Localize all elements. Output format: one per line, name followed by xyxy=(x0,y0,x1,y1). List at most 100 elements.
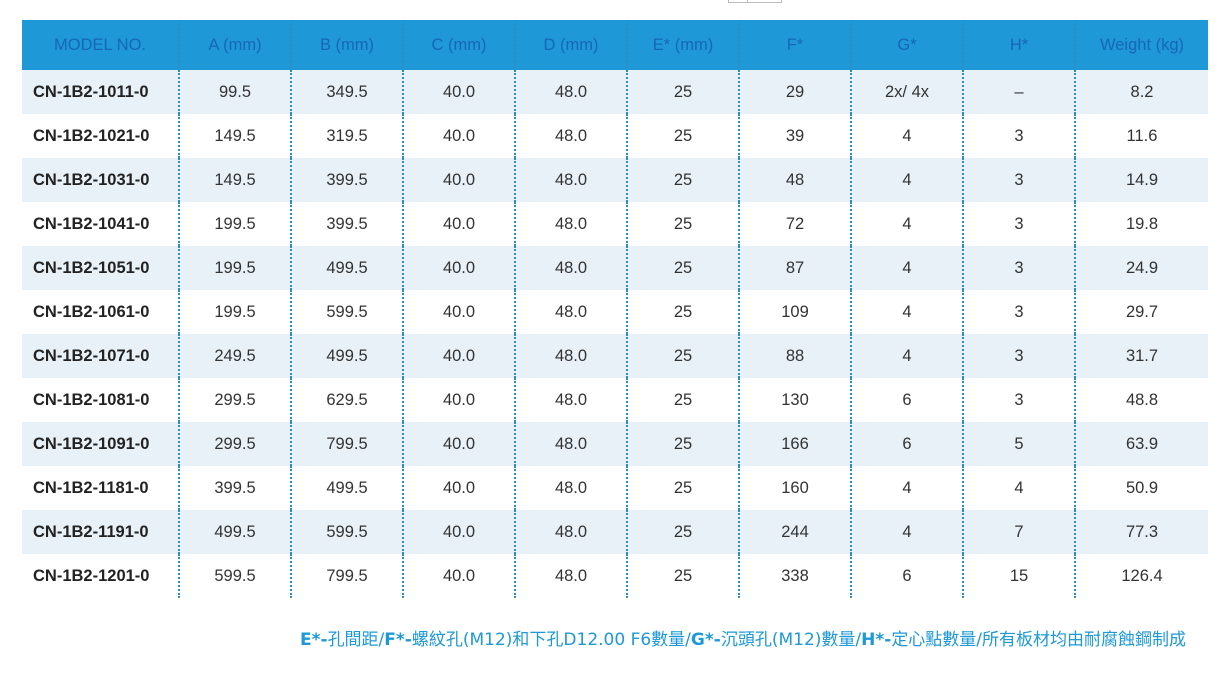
spec-table: MODEL NO. A (mm) B (mm) C (mm) D (mm) E* (mm)… xyxy=(22,20,1208,598)
value-cell: 40.0 xyxy=(402,378,515,422)
value-cell: 599.5 xyxy=(290,290,403,334)
value-cell: 4 xyxy=(850,246,963,290)
value-cell: 3 xyxy=(962,114,1075,158)
value-cell: 87 xyxy=(738,246,851,290)
model-cell: CN-1B2-1091-0 xyxy=(22,422,179,466)
value-cell: 31.7 xyxy=(1074,334,1208,378)
value-cell: 499.5 xyxy=(178,510,291,554)
value-cell: 11.6 xyxy=(1074,114,1208,158)
value-cell: 25 xyxy=(626,70,739,114)
table-row: CN-1B2-1011-0 99.5 349.5 40.0 48.0 25 29 2x/ 4x… xyxy=(22,70,1208,114)
value-cell: 4 xyxy=(850,290,963,334)
table-row: CN-1B2-1071-0 249.5 499.5 40.0 48.0 25 88 4 3 31.… xyxy=(22,334,1208,378)
value-cell: 299.5 xyxy=(178,422,291,466)
value-cell: 4 xyxy=(850,466,963,510)
value-cell: 25 xyxy=(626,290,739,334)
value-cell: 48.0 xyxy=(514,158,627,202)
value-cell: 48.0 xyxy=(514,422,627,466)
value-cell: 6 xyxy=(850,378,963,422)
column-header: D (mm) xyxy=(514,20,627,70)
value-cell: 3 xyxy=(962,202,1075,246)
value-cell: – xyxy=(962,70,1075,114)
value-cell: 48.0 xyxy=(514,290,627,334)
value-cell: 5 xyxy=(962,422,1075,466)
value-cell: 72 xyxy=(738,202,851,246)
value-cell: 99.5 xyxy=(178,70,291,114)
value-cell: 77.3 xyxy=(1074,510,1208,554)
column-header: Weight (kg) xyxy=(1074,20,1208,70)
value-cell: 50.9 xyxy=(1074,466,1208,510)
table-row: CN-1B2-1191-0 499.5 599.5 40.0 48.0 25 244 4 7 77… xyxy=(22,510,1208,554)
value-cell: 48.0 xyxy=(514,378,627,422)
value-cell: 149.5 xyxy=(178,158,291,202)
table-row: CN-1B2-1031-0 149.5 399.5 40.0 48.0 25 48 4 3 14.… xyxy=(22,158,1208,202)
value-cell: 48.0 xyxy=(514,70,627,114)
column-header: C (mm) xyxy=(402,20,515,70)
value-cell: 40.0 xyxy=(402,158,515,202)
footnote-key: G*- xyxy=(690,630,721,650)
value-cell: 4 xyxy=(850,334,963,378)
table-row: CN-1B2-1091-0 299.5 799.5 40.0 48.0 25 166 6 5 63… xyxy=(22,422,1208,466)
value-cell: 40.0 xyxy=(402,422,515,466)
value-cell: 24.9 xyxy=(1074,246,1208,290)
value-cell: 25 xyxy=(626,158,739,202)
value-cell: 25 xyxy=(626,246,739,290)
table-row: CN-1B2-1081-0 299.5 629.5 40.0 48.0 25 130 6 3 48… xyxy=(22,378,1208,422)
value-cell: 25 xyxy=(626,554,739,598)
value-cell: 48.0 xyxy=(514,554,627,598)
value-cell: 29 xyxy=(738,70,851,114)
value-cell: 40.0 xyxy=(402,334,515,378)
table-row: CN-1B2-1041-0 199.5 399.5 40.0 48.0 25 72 4 3 19.… xyxy=(22,202,1208,246)
footnote-text: 定心點數量/所有板材均由耐腐蝕鋼制成 xyxy=(891,630,1187,650)
table-row: CN-1B2-1061-0 199.5 599.5 40.0 48.0 25 109 4 3 29… xyxy=(22,290,1208,334)
value-cell: 499.5 xyxy=(290,334,403,378)
value-cell: 2x/ 4x xyxy=(850,70,963,114)
value-cell: 48.8 xyxy=(1074,378,1208,422)
value-cell: 48.0 xyxy=(514,510,627,554)
model-cell: CN-1B2-1011-0 xyxy=(22,70,179,114)
table-row: CN-1B2-1021-0 149.5 319.5 40.0 48.0 25 39 4 3 11.… xyxy=(22,114,1208,158)
footnote-text: 孔間距/ xyxy=(327,630,385,650)
value-cell: 199.5 xyxy=(178,246,291,290)
value-cell: 15 xyxy=(962,554,1075,598)
value-cell: 499.5 xyxy=(290,466,403,510)
value-cell: 126.4 xyxy=(1074,554,1208,598)
value-cell: 599.5 xyxy=(290,510,403,554)
column-header: F* xyxy=(738,20,851,70)
column-header: H* xyxy=(962,20,1075,70)
model-cell: CN-1B2-1031-0 xyxy=(22,158,179,202)
value-cell: 249.5 xyxy=(178,334,291,378)
value-cell: 299.5 xyxy=(178,378,291,422)
footnote-key: H*- xyxy=(861,630,892,650)
value-cell: 25 xyxy=(626,202,739,246)
value-cell: 399.5 xyxy=(290,202,403,246)
column-header: G* xyxy=(850,20,963,70)
column-header: MODEL NO. xyxy=(22,20,179,70)
model-cell: CN-1B2-1071-0 xyxy=(22,334,179,378)
value-cell: 25 xyxy=(626,334,739,378)
value-cell: 25 xyxy=(626,422,739,466)
value-cell: 4 xyxy=(962,466,1075,510)
footnote-key: F*- xyxy=(384,630,412,650)
value-cell: 48.0 xyxy=(514,246,627,290)
value-cell: 199.5 xyxy=(178,202,291,246)
value-cell: 88 xyxy=(738,334,851,378)
value-cell: 149.5 xyxy=(178,114,291,158)
value-cell: 499.5 xyxy=(290,246,403,290)
value-cell: 40.0 xyxy=(402,114,515,158)
value-cell: 19.8 xyxy=(1074,202,1208,246)
value-cell: 40.0 xyxy=(402,246,515,290)
value-cell: 40.0 xyxy=(402,290,515,334)
footnote-text: 沉頭孔(M12)數量/ xyxy=(720,630,862,650)
footnote-key: E*- xyxy=(300,630,328,650)
value-cell: 799.5 xyxy=(290,422,403,466)
model-cell: CN-1B2-1051-0 xyxy=(22,246,179,290)
value-cell: 599.5 xyxy=(178,554,291,598)
model-cell: CN-1B2-1181-0 xyxy=(33,478,149,497)
value-cell: 166 xyxy=(738,422,851,466)
column-header: E* (mm) xyxy=(626,20,739,70)
value-cell: 199.5 xyxy=(178,290,291,334)
model-cell: CN-1B2-1061-0 xyxy=(33,302,150,321)
value-cell: 109 xyxy=(738,290,851,334)
value-cell: 7 xyxy=(962,510,1075,554)
